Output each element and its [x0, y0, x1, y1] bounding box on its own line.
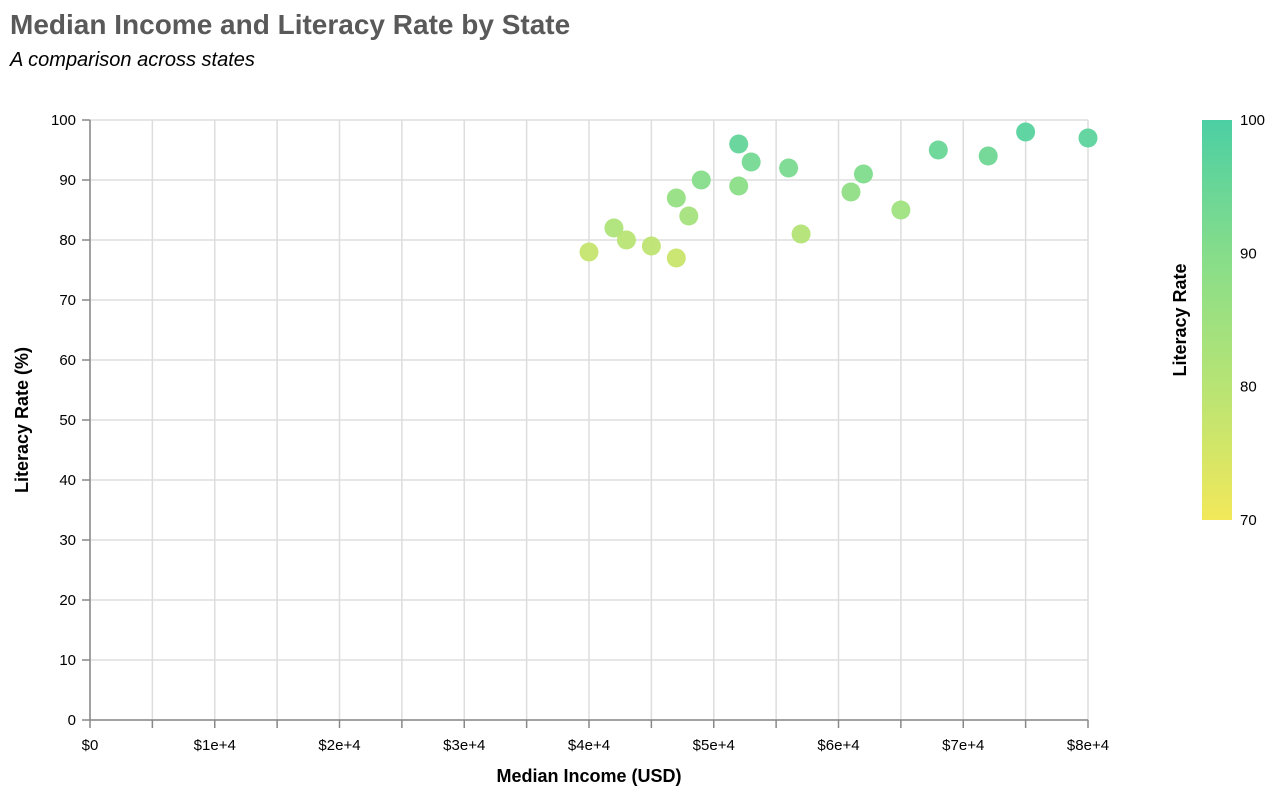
legend-tick-label: 100 [1240, 112, 1265, 129]
legend-tick-label: 80 [1240, 379, 1257, 396]
data-point[interactable] [1016, 122, 1036, 142]
y-tick-label: 60 [59, 352, 76, 369]
y-tick-label: 10 [59, 652, 76, 669]
y-tick-label: 80 [59, 232, 76, 249]
x-tick-label: $3e+4 [443, 737, 485, 754]
x-tick-label: $2e+4 [318, 737, 360, 754]
points-layer [579, 122, 1098, 268]
legend-title: Literacy Rate [1170, 263, 1190, 376]
axis-layer: 0 10 20 30 40 50 60 70 80 90 100 $0 $1e+4 $2e+4 $3e+4 $… [51, 112, 1109, 754]
data-point[interactable] [729, 176, 749, 196]
y-tick-label: 70 [59, 292, 76, 309]
data-point[interactable] [679, 206, 699, 226]
x-tick-label: $5e+4 [693, 737, 735, 754]
color-legend: Literacy Rate 70 80 90 100 [1170, 112, 1265, 529]
data-point[interactable] [791, 224, 811, 244]
data-point[interactable] [928, 140, 948, 160]
grid-layer [89, 119, 1089, 721]
chart-subtitle: A comparison across states [9, 49, 255, 71]
y-tick-label: 0 [68, 712, 76, 729]
data-point[interactable] [853, 164, 873, 184]
data-point[interactable] [666, 188, 686, 208]
x-tick-label: $6e+4 [817, 737, 859, 754]
y-tick-label: 30 [59, 532, 76, 549]
data-point[interactable] [741, 152, 761, 172]
x-tick-label: $1e+4 [194, 737, 236, 754]
y-tick-label: 90 [59, 172, 76, 189]
data-point[interactable] [691, 170, 711, 190]
data-point[interactable] [729, 134, 749, 154]
data-point[interactable] [616, 230, 636, 250]
x-axis-title: Median Income (USD) [496, 766, 681, 786]
y-tick-label: 40 [59, 472, 76, 489]
x-tick-label: $0 [82, 737, 99, 754]
legend-gradient-bar [1202, 120, 1232, 520]
data-point[interactable] [891, 200, 911, 220]
y-tick-label: 20 [59, 592, 76, 609]
x-tick-label: $8e+4 [1067, 737, 1109, 754]
y-tick-label: 50 [59, 412, 76, 429]
legend-tick-label: 70 [1240, 512, 1257, 529]
data-point[interactable] [604, 218, 624, 238]
data-point[interactable] [641, 236, 661, 256]
chart-title: Median Income and Literacy Rate by State [10, 9, 570, 40]
data-point[interactable] [1078, 128, 1098, 148]
x-tick-label: $4e+4 [568, 737, 610, 754]
y-tick-label: 100 [51, 112, 76, 129]
data-point[interactable] [841, 182, 861, 202]
data-point[interactable] [978, 146, 998, 166]
data-point[interactable] [779, 158, 799, 178]
data-point[interactable] [666, 248, 686, 268]
x-tick-label: $7e+4 [942, 737, 984, 754]
data-point[interactable] [579, 242, 599, 262]
y-axis-title: Literacy Rate (%) [12, 347, 32, 493]
legend-tick-label: 90 [1240, 245, 1257, 262]
